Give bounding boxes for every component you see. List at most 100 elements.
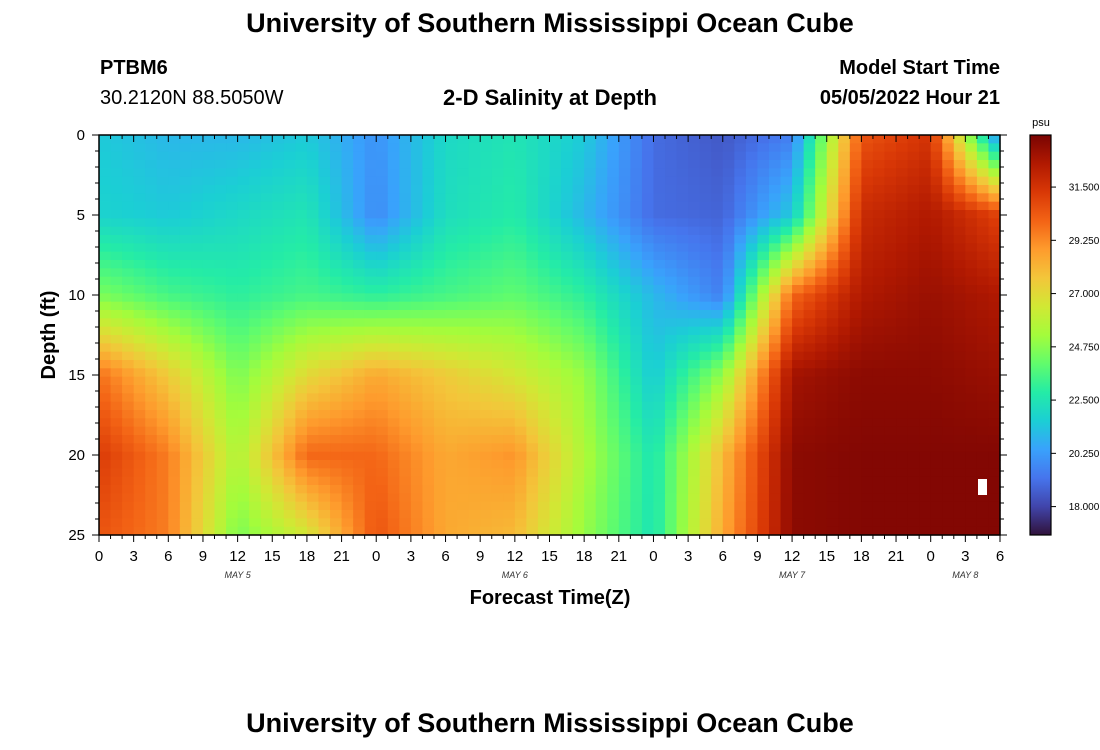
heatmap-cell bbox=[699, 210, 712, 219]
heatmap-cell bbox=[179, 518, 193, 528]
heatmap-cell bbox=[410, 143, 424, 153]
heatmap-cell bbox=[422, 201, 435, 211]
heatmap-cell bbox=[133, 251, 146, 261]
heatmap-cell bbox=[168, 301, 181, 311]
heatmap-cell bbox=[364, 201, 377, 211]
heatmap-cell bbox=[930, 485, 943, 494]
heatmap-cell bbox=[191, 485, 204, 494]
heatmap-cell bbox=[653, 518, 666, 528]
heatmap-cell bbox=[988, 135, 1001, 144]
heatmap-cell bbox=[653, 243, 666, 253]
heatmap-cell bbox=[99, 235, 112, 244]
heatmap-cell bbox=[722, 376, 735, 386]
heatmap-cell bbox=[341, 485, 354, 494]
heatmap-cell bbox=[965, 376, 978, 386]
heatmap-cell bbox=[745, 410, 759, 419]
heatmap-cell bbox=[410, 435, 424, 444]
heatmap-cell bbox=[699, 410, 712, 419]
heatmap-cell bbox=[376, 293, 389, 303]
heatmap-cell bbox=[665, 285, 678, 294]
heatmap-cell bbox=[179, 193, 193, 203]
heatmap-cell bbox=[272, 226, 285, 236]
heatmap-cell bbox=[168, 443, 181, 453]
heatmap-cell bbox=[110, 485, 123, 494]
heatmap-cell bbox=[156, 385, 169, 394]
heatmap-cell bbox=[364, 168, 377, 178]
heatmap-cell bbox=[433, 235, 447, 244]
heatmap-cell bbox=[549, 518, 562, 528]
heatmap-cell bbox=[976, 343, 990, 353]
heatmap-cell bbox=[353, 418, 366, 428]
heatmap-cell bbox=[549, 501, 562, 511]
heatmap-cell bbox=[422, 468, 435, 478]
heatmap-cell bbox=[491, 168, 504, 178]
heatmap-cell bbox=[422, 218, 435, 228]
heatmap-cell bbox=[145, 376, 158, 386]
heatmap-cell bbox=[815, 351, 828, 361]
heatmap-cell bbox=[757, 351, 770, 361]
heatmap-cell bbox=[272, 418, 285, 428]
heatmap-cell bbox=[826, 143, 839, 153]
heatmap-cell bbox=[907, 160, 920, 169]
heatmap-cell bbox=[699, 160, 712, 169]
heatmap-cell bbox=[711, 493, 724, 503]
heatmap-cell bbox=[179, 268, 193, 278]
heatmap-cell bbox=[641, 318, 655, 328]
heatmap-cell bbox=[249, 385, 262, 394]
heatmap-cell bbox=[849, 343, 862, 353]
heatmap-cell bbox=[457, 393, 470, 403]
heatmap-cell bbox=[491, 343, 504, 353]
heatmap-cell bbox=[399, 335, 412, 344]
heatmap-cell bbox=[214, 143, 227, 153]
heatmap-cell bbox=[618, 435, 631, 444]
heatmap-cell bbox=[768, 260, 782, 269]
heatmap-cell bbox=[792, 326, 805, 336]
heatmap-cell bbox=[653, 135, 666, 144]
heatmap-cell bbox=[364, 210, 377, 219]
heatmap-cell bbox=[226, 135, 239, 144]
heatmap-cell bbox=[503, 243, 516, 253]
x-tick-label: 3 bbox=[684, 548, 692, 565]
heatmap-cell bbox=[561, 393, 574, 403]
heatmap-cell bbox=[145, 485, 158, 494]
heatmap-cell bbox=[237, 160, 250, 169]
heatmap-cell bbox=[849, 235, 862, 244]
heatmap-cell bbox=[283, 343, 296, 353]
heatmap-cell bbox=[641, 276, 655, 286]
heatmap-cell bbox=[803, 401, 816, 411]
heatmap-cell bbox=[826, 235, 839, 244]
heatmap-cell bbox=[364, 376, 377, 386]
heatmap-cell bbox=[572, 151, 585, 161]
heatmap-cell bbox=[179, 426, 193, 436]
heatmap-cell bbox=[884, 360, 897, 369]
heatmap-cell bbox=[122, 168, 135, 178]
heatmap-cell bbox=[618, 385, 631, 394]
heatmap-cell bbox=[133, 393, 146, 403]
heatmap-cell bbox=[156, 518, 169, 528]
heatmap-cell bbox=[930, 443, 943, 453]
heatmap-cell bbox=[191, 293, 204, 303]
heatmap-cell bbox=[306, 301, 320, 311]
heatmap-cell bbox=[676, 385, 689, 394]
heatmap-cell bbox=[272, 218, 285, 228]
heatmap-cell bbox=[688, 418, 701, 428]
heatmap-cell bbox=[561, 210, 574, 219]
heatmap-cell bbox=[561, 501, 574, 511]
heatmap-cell bbox=[306, 293, 320, 303]
heatmap-cell bbox=[457, 235, 470, 244]
heatmap-cell bbox=[99, 326, 112, 336]
heatmap-cell bbox=[99, 468, 112, 478]
heatmap-cell bbox=[792, 418, 805, 428]
heatmap-cell bbox=[145, 385, 158, 394]
heatmap-cell bbox=[711, 318, 724, 328]
heatmap-cell bbox=[214, 260, 227, 269]
heatmap-cell bbox=[260, 218, 273, 228]
heatmap-cell bbox=[399, 376, 412, 386]
heatmap-cell bbox=[745, 443, 759, 453]
heatmap-cell bbox=[387, 260, 400, 269]
heatmap-cell bbox=[457, 401, 470, 411]
heatmap-cell bbox=[249, 485, 262, 494]
heatmap-cell bbox=[410, 493, 424, 503]
heatmap-cell bbox=[561, 476, 574, 486]
heatmap-cell bbox=[433, 176, 447, 186]
